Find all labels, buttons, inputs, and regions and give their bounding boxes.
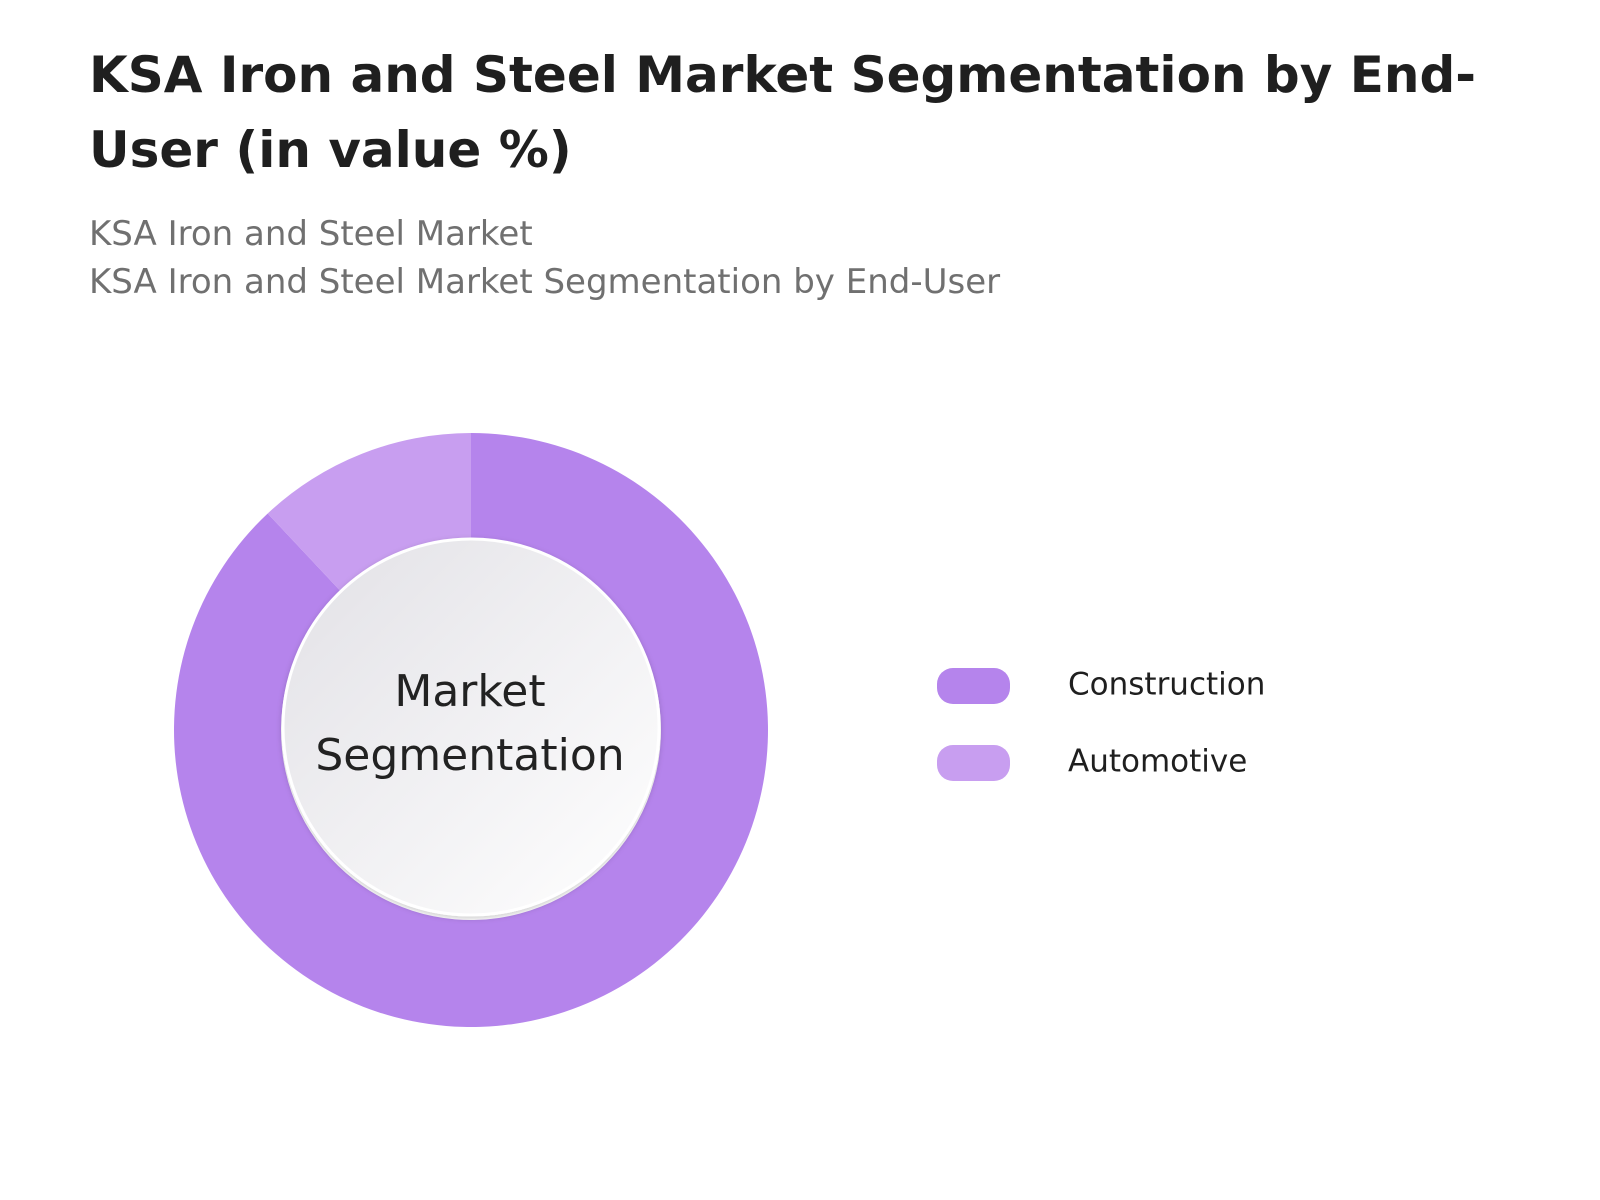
subtitle: KSA Iron and Steel Market Segmentation b… [89,262,1001,302]
legend: Construction Automotive [937,667,1265,781]
donut [173,433,768,1027]
legend-swatch [937,745,1010,781]
chart-title: KSA Iron and Steel Market Segmentation b… [89,46,1477,179]
legend-label: Construction [1068,667,1265,703]
donut-slice [267,433,471,592]
center-disc [281,537,661,917]
center-label: Market Segmentation [315,666,625,781]
legend-label: Automotive [1068,744,1247,780]
subtitle: KSA Iron and Steel Market [89,214,533,254]
legend-swatch [937,668,1010,704]
donut-slice [173,433,768,1027]
